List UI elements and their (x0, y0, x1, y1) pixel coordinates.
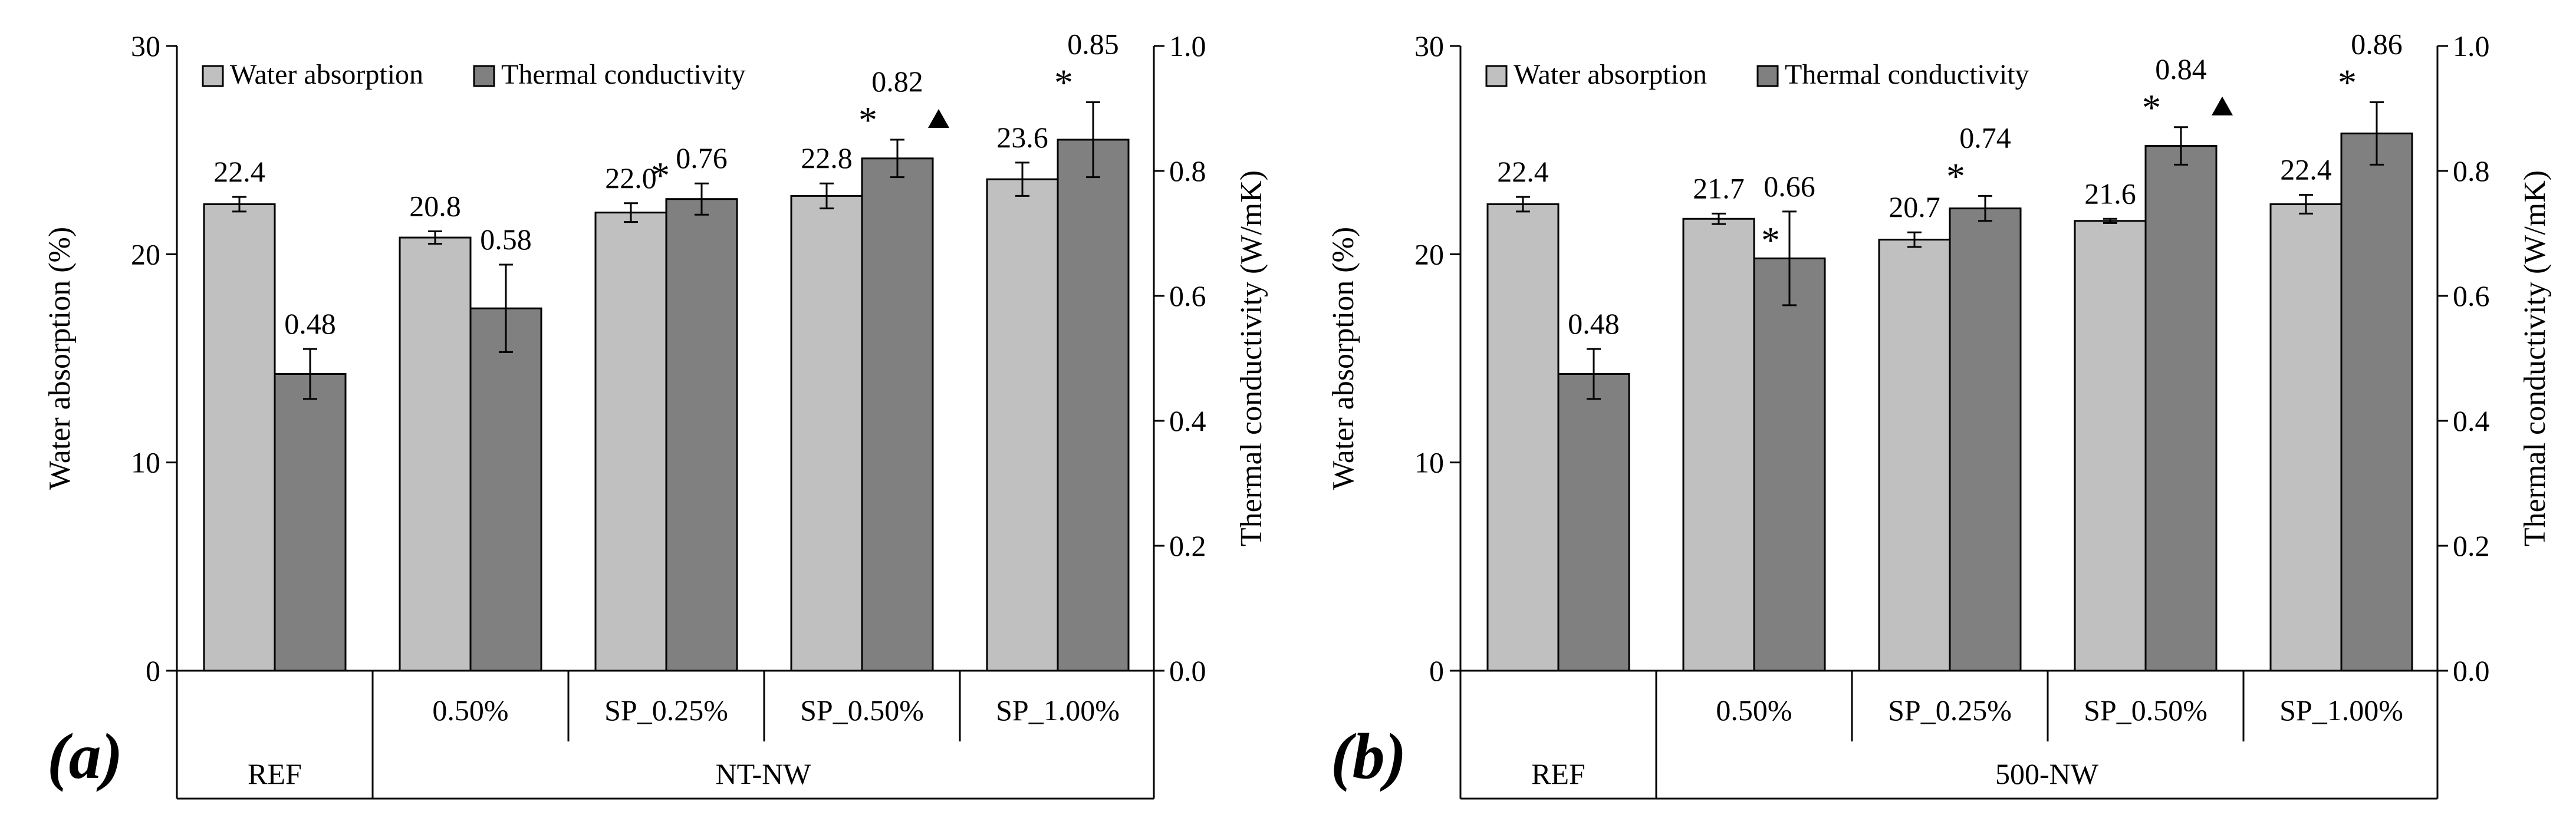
x-tick-label: SP_1.00% (996, 694, 1120, 727)
data-label: 21.7 (1693, 172, 1745, 205)
data-label: 0.48 (284, 307, 336, 340)
legend-swatch (473, 65, 495, 87)
legend-swatch (202, 65, 224, 87)
significance-marker: * (1761, 219, 1780, 261)
y2-axis-title: Thermal conductivity (W/mK) (1235, 170, 1268, 546)
bar (1057, 139, 1130, 672)
data-label: 23.6 (996, 121, 1048, 154)
bar (1878, 239, 1951, 672)
bar (1486, 203, 1560, 672)
bar (2144, 145, 2218, 672)
significance-marker: * (1054, 61, 1073, 103)
bar (1753, 257, 1826, 672)
bar (1557, 373, 1630, 672)
x-tick-label: SP_0.25% (1888, 694, 2012, 727)
significance-marker: * (858, 99, 877, 141)
bar (203, 203, 276, 672)
y2-tick-label: 0.2 (2453, 529, 2490, 562)
panel-a: 0 10 20 30 0.0 0.2 0.4 0.6 0.8 1.0 Water absorptio… (43, 27, 1268, 800)
bar (594, 212, 667, 672)
data-label: 21.6 (2084, 177, 2136, 210)
bar (665, 198, 738, 672)
y-tick-label: 0 (146, 654, 160, 687)
bar (1949, 207, 2022, 672)
y2-tick-label: 0.6 (2453, 279, 2490, 312)
bar (2269, 203, 2343, 672)
triangle-marker (2212, 96, 2233, 116)
y-tick-label: 0 (1429, 654, 1444, 687)
x-tick-label: REF (248, 757, 302, 790)
triangle-marker (928, 109, 949, 128)
x-tick-label: 0.50% (432, 694, 508, 727)
bar (399, 236, 472, 672)
data-label: 22.0 (605, 161, 657, 194)
data-label: 22.8 (801, 141, 853, 174)
data-label: 0.58 (480, 223, 532, 256)
x-tick-label: 0.50% (1716, 694, 1792, 727)
data-label: 20.8 (409, 189, 461, 222)
bar (790, 194, 863, 672)
data-label: 0.48 (1568, 307, 1620, 340)
y-axis-title: Water absorption (%) (1327, 227, 1360, 490)
y2-tick-label: 1.0 (1169, 29, 1206, 62)
legend-label: Thermal conductivity (1785, 59, 2029, 90)
y2-tick-label: 0.2 (1169, 529, 1206, 562)
y-tick-label: 10 (1414, 446, 1444, 479)
legend-label: Water absorption (230, 59, 423, 90)
y-tick-label: 10 (131, 446, 160, 479)
significance-marker: * (2142, 87, 2161, 128)
bar (1682, 217, 1755, 672)
data-label: 22.4 (213, 155, 265, 188)
data-label: 22.4 (1497, 155, 1549, 188)
y2-tick-label: 0.0 (1169, 654, 1206, 687)
y-tick-label: 30 (131, 29, 160, 62)
panel-label: (b) (1331, 720, 1406, 792)
data-label: 0.66 (1764, 170, 1815, 203)
legend-swatch (1485, 65, 1508, 87)
y2-tick-label: 0.4 (2453, 404, 2490, 437)
data-label: 0.84 (2155, 52, 2207, 85)
data-label: 20.7 (1889, 190, 1940, 223)
y-tick-label: 20 (131, 238, 160, 271)
bar (2340, 132, 2413, 672)
data-label: 0.86 (2351, 27, 2403, 60)
x-tick-label: SP_1.00% (2279, 694, 2403, 727)
significance-marker: * (2338, 61, 2357, 103)
y2-tick-label: 0.6 (1169, 279, 1206, 312)
x-tick-label: SP_0.50% (2084, 694, 2207, 727)
bar (861, 157, 934, 672)
x-tick-label: SP_0.25% (604, 694, 728, 727)
y2-axis-title: Thermal conductivity (W/mK) (2518, 170, 2552, 546)
bar (986, 178, 1059, 672)
y2-tick-label: 1.0 (2453, 29, 2490, 62)
bar (274, 373, 347, 672)
data-label: 22.4 (2280, 153, 2332, 186)
group-label: NT-NW (715, 757, 811, 790)
x-tick-label: SP_0.50% (800, 694, 924, 727)
bar (2074, 220, 2147, 672)
data-label: 0.82 (871, 65, 923, 98)
data-label: 0.85 (1067, 27, 1119, 60)
group-label: 500-NW (1995, 757, 2099, 790)
panel-label: (a) (47, 720, 123, 792)
significance-marker: * (1946, 155, 1965, 197)
x-tick-label: REF (1531, 757, 1585, 790)
data-label: 0.76 (676, 141, 728, 174)
y-tick-label: 20 (1414, 238, 1444, 271)
legend-swatch (1756, 65, 1779, 87)
panel-b: 0 10 20 30 0.0 0.2 0.4 0.6 0.8 1.0 Water absorptio… (1327, 27, 2552, 800)
data-label: 0.74 (1959, 121, 2011, 154)
significance-marker: * (651, 154, 670, 196)
y2-tick-label: 0.8 (2453, 154, 2490, 187)
y2-tick-label: 0.8 (1169, 154, 1206, 187)
legend-label: Water absorption (1514, 59, 1707, 90)
legend-label: Thermal conductivity (501, 59, 746, 90)
y2-tick-label: 0.0 (2453, 654, 2490, 687)
y-tick-label: 30 (1414, 29, 1444, 62)
bar (469, 307, 542, 672)
y-axis-title: Water absorption (%) (43, 227, 77, 490)
y2-tick-label: 0.4 (1169, 404, 1206, 437)
